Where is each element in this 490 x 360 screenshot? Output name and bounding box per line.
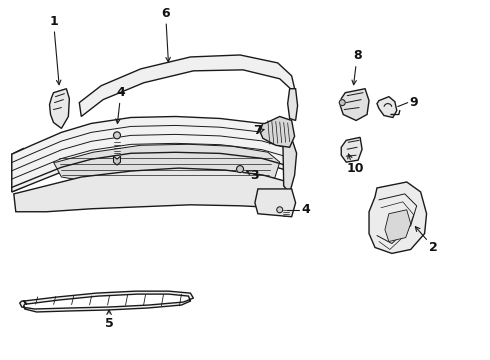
Circle shape xyxy=(339,100,345,105)
Polygon shape xyxy=(53,144,280,182)
Polygon shape xyxy=(377,96,397,117)
Text: 4: 4 xyxy=(117,86,125,99)
Polygon shape xyxy=(12,148,24,192)
Polygon shape xyxy=(385,210,411,242)
Polygon shape xyxy=(12,117,292,192)
Polygon shape xyxy=(255,189,295,217)
Polygon shape xyxy=(79,55,294,117)
Polygon shape xyxy=(341,137,362,162)
Circle shape xyxy=(237,166,244,172)
Text: 7: 7 xyxy=(253,124,262,137)
Text: 5: 5 xyxy=(105,318,113,330)
Text: 1: 1 xyxy=(49,15,58,28)
Polygon shape xyxy=(114,156,121,165)
Polygon shape xyxy=(260,117,294,147)
Polygon shape xyxy=(369,182,427,253)
Polygon shape xyxy=(288,89,297,121)
Polygon shape xyxy=(340,89,369,121)
Text: 8: 8 xyxy=(353,49,362,63)
Text: 9: 9 xyxy=(409,96,418,109)
Text: 4: 4 xyxy=(301,203,310,216)
Text: 10: 10 xyxy=(346,162,364,175)
Text: 2: 2 xyxy=(429,241,438,254)
Polygon shape xyxy=(49,89,70,129)
Text: 3: 3 xyxy=(250,168,259,181)
Circle shape xyxy=(114,132,121,139)
Text: 6: 6 xyxy=(161,7,170,20)
Polygon shape xyxy=(283,129,296,193)
Polygon shape xyxy=(14,168,292,212)
Circle shape xyxy=(277,207,283,213)
Polygon shape xyxy=(20,291,194,312)
